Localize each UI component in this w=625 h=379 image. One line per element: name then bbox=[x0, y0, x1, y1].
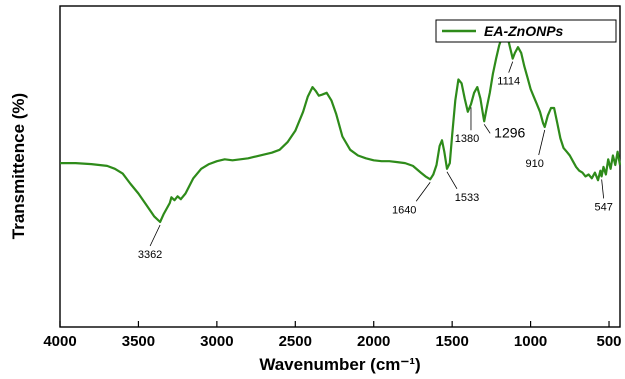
series-layer bbox=[60, 32, 622, 224]
x-tick-label: 4000 bbox=[43, 333, 76, 350]
annotation-leader bbox=[601, 179, 605, 199]
annotation-leader bbox=[538, 129, 546, 156]
legend: EA-ZnONPs bbox=[435, 19, 617, 43]
x-tick-label: 3000 bbox=[200, 333, 233, 350]
peak-label-3362: 3362 bbox=[138, 249, 162, 261]
series-line-ea-znonps bbox=[60, 32, 622, 224]
y-axis-title: Transmittence (%) bbox=[9, 93, 28, 239]
annotation-leader bbox=[149, 224, 161, 247]
annotation-layer: 3362 1640 1533 1380 1296 1114 910 547 bbox=[138, 61, 613, 261]
annotation-leader bbox=[508, 61, 514, 73]
peak-label-1380: 1380 bbox=[455, 133, 479, 145]
peak-label-1533: 1533 bbox=[455, 192, 479, 204]
annotation-leader bbox=[415, 182, 431, 202]
annotation-leader bbox=[483, 124, 491, 134]
peak-label-547: 547 bbox=[594, 201, 612, 213]
x-axis-title: Wavenumber (cm⁻¹) bbox=[259, 355, 420, 374]
x-tick-label: 3500 bbox=[122, 333, 155, 350]
x-tick-label: 1000 bbox=[514, 333, 547, 350]
peak-label-1114: 1114 bbox=[497, 76, 520, 88]
x-axis-ticks: 4000 3500 3000 2500 2000 1500 1000 500 bbox=[43, 321, 622, 350]
annotation-leader bbox=[446, 171, 458, 190]
x-tick-label: 2500 bbox=[279, 333, 312, 350]
peak-label-1640: 1640 bbox=[392, 204, 416, 216]
plot-frame bbox=[59, 5, 621, 328]
x-tick-label: 500 bbox=[597, 333, 622, 350]
x-tick-label: 1500 bbox=[435, 333, 468, 350]
legend-label: EA-ZnONPs bbox=[484, 23, 564, 39]
peak-label-1296: 1296 bbox=[494, 124, 525, 140]
legend-box bbox=[435, 19, 617, 43]
x-tick-label: 2000 bbox=[357, 333, 390, 350]
peak-label-910: 910 bbox=[526, 158, 544, 170]
